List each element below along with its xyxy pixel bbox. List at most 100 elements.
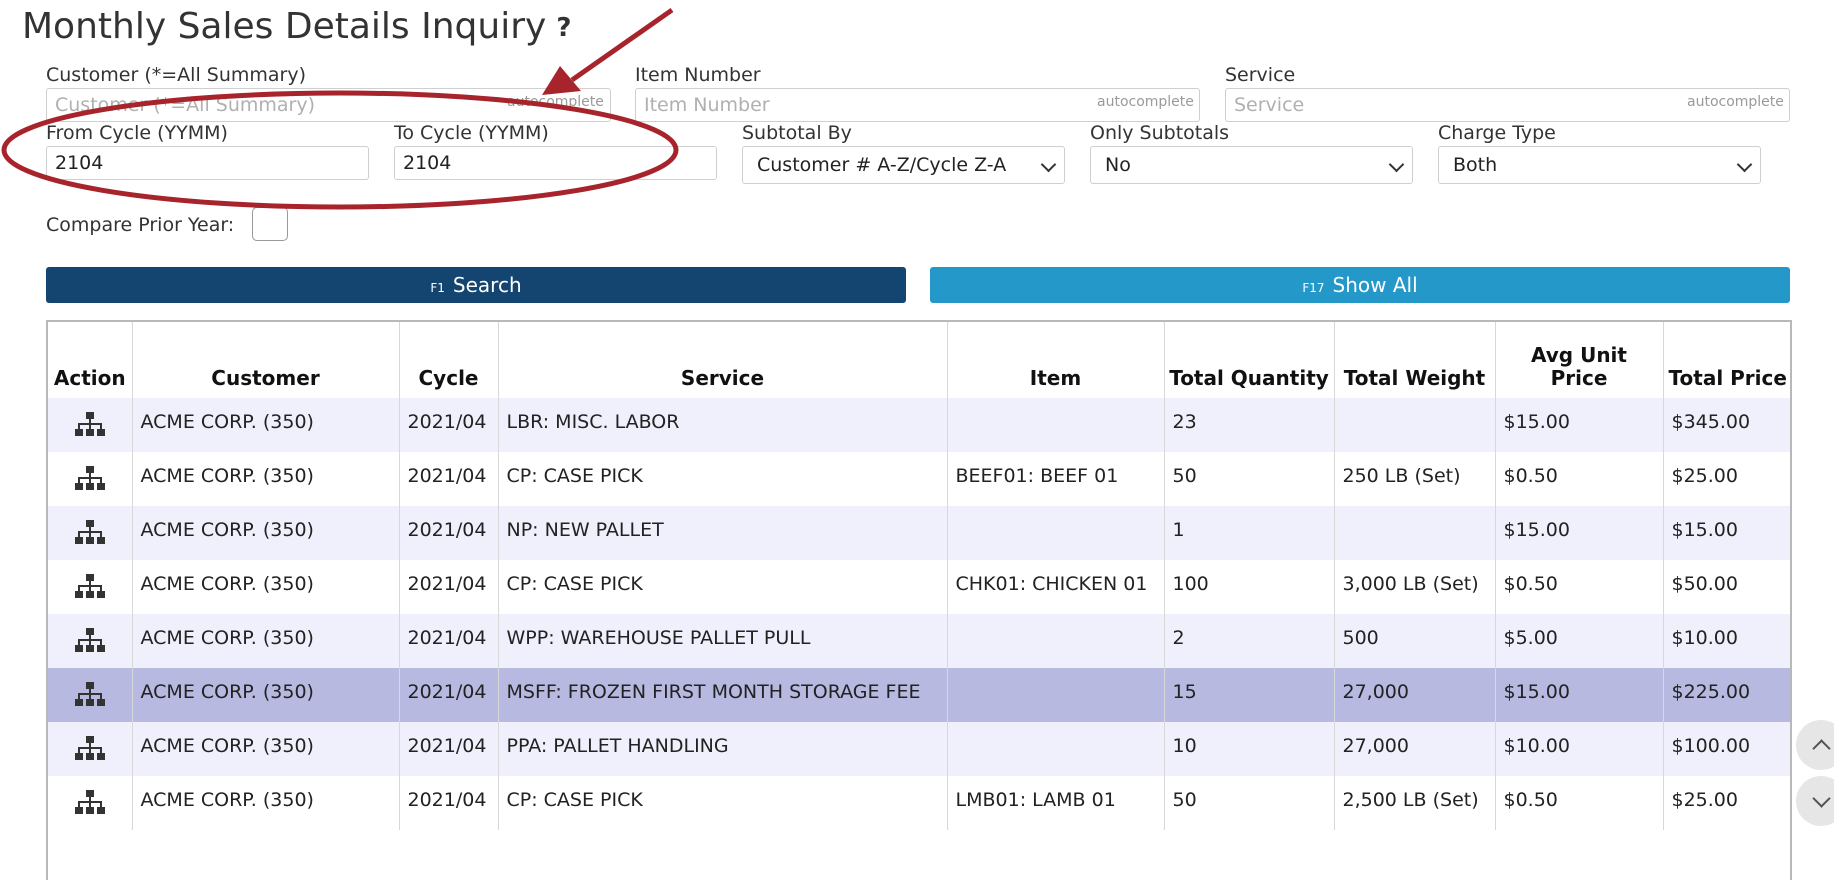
col-header-total-price[interactable]: Total Price bbox=[1662, 322, 1790, 398]
org-chart-icon[interactable] bbox=[74, 736, 105, 768]
cell-total-price: $50.00 bbox=[1662, 560, 1790, 614]
to-cycle-label: To Cycle (YYMM) bbox=[394, 122, 549, 144]
col-header-item[interactable]: Item bbox=[946, 322, 1164, 398]
org-chart-icon[interactable] bbox=[74, 412, 105, 444]
col-header-service[interactable]: Service bbox=[497, 322, 947, 398]
cell-avg-unit-price: $10.00 bbox=[1494, 722, 1663, 776]
cell-service: CP: CASE PICK bbox=[497, 560, 947, 614]
table-row[interactable]: ACME CORP. (350) 2021/04 CP: CASE PICK LMB0… bbox=[48, 776, 1790, 830]
customer-autocomplete-hint: autocomplete bbox=[507, 94, 604, 110]
cell-avg-unit-price: $15.00 bbox=[1494, 506, 1663, 560]
cell-action[interactable] bbox=[48, 452, 132, 506]
cell-service: PPA: PALLET HANDLING bbox=[497, 722, 947, 776]
cell-total-price: $345.00 bbox=[1662, 398, 1790, 452]
table-row[interactable]: ACME CORP. (350) 2021/04 CP: CASE PICK BEEF… bbox=[48, 452, 1790, 506]
cell-customer: ACME CORP. (350) bbox=[131, 506, 399, 560]
cell-total-quantity: 1 bbox=[1163, 506, 1334, 560]
service-input[interactable] bbox=[1225, 88, 1790, 122]
col-header-total-weight[interactable]: Total Weight bbox=[1333, 322, 1495, 398]
cell-service: NP: NEW PALLET bbox=[497, 506, 947, 560]
from-cycle-input[interactable] bbox=[46, 146, 369, 180]
cell-item bbox=[946, 506, 1164, 560]
cell-action[interactable] bbox=[48, 614, 132, 668]
show-all-button-label: Show All bbox=[1332, 273, 1418, 297]
org-chart-icon[interactable] bbox=[74, 682, 105, 714]
table-row[interactable]: ACME CORP. (350) 2021/04 PPA: PALLET HANDL… bbox=[48, 722, 1790, 776]
cell-action[interactable] bbox=[48, 506, 132, 560]
compare-prior-year-checkbox[interactable] bbox=[252, 207, 288, 241]
cell-total-quantity: 15 bbox=[1163, 668, 1334, 722]
chevron-down-icon bbox=[1812, 789, 1831, 808]
cell-customer: ACME CORP. (350) bbox=[131, 722, 399, 776]
chevron-up-icon bbox=[1812, 739, 1831, 758]
search-fkey: F1 bbox=[430, 281, 445, 295]
cell-cycle: 2021/04 bbox=[398, 560, 498, 614]
search-button[interactable]: F1 Search bbox=[46, 267, 906, 303]
cell-action[interactable] bbox=[48, 560, 132, 614]
cell-total-weight bbox=[1333, 506, 1495, 560]
cell-customer: ACME CORP. (350) bbox=[131, 614, 399, 668]
col-header-avg-unit-price[interactable]: Avg Unit Price bbox=[1494, 322, 1663, 398]
cell-avg-unit-price: $15.00 bbox=[1494, 668, 1663, 722]
cell-action[interactable] bbox=[48, 668, 132, 722]
cell-item bbox=[946, 614, 1164, 668]
org-chart-icon[interactable] bbox=[74, 628, 105, 660]
subtotal-by-select[interactable]: Customer # A-Z/Cycle Z-A bbox=[742, 146, 1065, 184]
org-chart-icon[interactable] bbox=[74, 520, 105, 552]
cell-total-weight: 500 bbox=[1333, 614, 1495, 668]
table-row[interactable]: ACME CORP. (350) 2021/04 WPP: WAREHOUSE PA… bbox=[48, 614, 1790, 668]
scroll-down-button[interactable] bbox=[1796, 776, 1834, 826]
cell-total-quantity: 23 bbox=[1163, 398, 1334, 452]
cell-service: WPP: WAREHOUSE PALLET PULL bbox=[497, 614, 947, 668]
cell-action[interactable] bbox=[48, 776, 132, 830]
cell-action[interactable] bbox=[48, 722, 132, 776]
subtotal-by-label: Subtotal By bbox=[742, 122, 852, 144]
cell-cycle: 2021/04 bbox=[398, 776, 498, 830]
charge-type-select[interactable]: Both bbox=[1438, 146, 1761, 184]
cell-total-quantity: 10 bbox=[1163, 722, 1334, 776]
cell-avg-unit-price: $0.50 bbox=[1494, 776, 1663, 830]
charge-type-label: Charge Type bbox=[1438, 122, 1556, 144]
show-all-button[interactable]: F17 Show All bbox=[930, 267, 1790, 303]
cell-cycle: 2021/04 bbox=[398, 506, 498, 560]
cell-customer: ACME CORP. (350) bbox=[131, 398, 399, 452]
table-row[interactable]: ACME CORP. (350) 2021/04 CP: CASE PICK CHK0… bbox=[48, 560, 1790, 614]
search-button-label: Search bbox=[452, 273, 522, 297]
chevron-down-icon bbox=[1736, 156, 1753, 173]
table-row[interactable]: ACME CORP. (350) 2021/04 NP: NEW PALLET 1 $1… bbox=[48, 506, 1790, 560]
cell-total-price: $10.00 bbox=[1662, 614, 1790, 668]
compare-prior-year-label: Compare Prior Year: bbox=[46, 214, 235, 236]
page-title-text: Monthly Sales Details Inquiry bbox=[22, 6, 547, 47]
help-icon[interactable]: ? bbox=[556, 13, 572, 43]
org-chart-icon[interactable] bbox=[74, 790, 105, 822]
cell-total-weight: 27,000 bbox=[1333, 668, 1495, 722]
col-header-cycle[interactable]: Cycle bbox=[398, 322, 498, 398]
only-subtotals-value: No bbox=[1105, 154, 1131, 176]
col-header-customer[interactable]: Customer bbox=[131, 322, 399, 398]
cell-service: LBR: MISC. LABOR bbox=[497, 398, 947, 452]
cell-cycle: 2021/04 bbox=[398, 668, 498, 722]
cell-cycle: 2021/04 bbox=[398, 452, 498, 506]
service-label: Service bbox=[1225, 64, 1296, 86]
org-chart-icon[interactable] bbox=[74, 574, 105, 606]
cell-customer: ACME CORP. (350) bbox=[131, 452, 399, 506]
col-header-total-quantity[interactable]: Total Quantity bbox=[1163, 322, 1334, 398]
only-subtotals-select[interactable]: No bbox=[1090, 146, 1413, 184]
cell-item bbox=[946, 398, 1164, 452]
org-chart-icon[interactable] bbox=[74, 466, 105, 498]
cell-avg-unit-price: $0.50 bbox=[1494, 560, 1663, 614]
cell-total-quantity: 50 bbox=[1163, 452, 1334, 506]
item-number-input[interactable] bbox=[635, 88, 1200, 122]
table-row[interactable]: ACME CORP. (350) 2021/04 LBR: MISC. LABOR 2… bbox=[48, 398, 1790, 452]
charge-type-value: Both bbox=[1453, 154, 1498, 176]
col-header-action[interactable]: Action bbox=[48, 322, 132, 398]
to-cycle-input[interactable] bbox=[394, 146, 717, 180]
scroll-up-button[interactable] bbox=[1796, 720, 1834, 770]
cell-action[interactable] bbox=[48, 398, 132, 452]
show-all-fkey: F17 bbox=[1302, 281, 1325, 295]
cell-total-weight: 2,500 LB (Set) bbox=[1333, 776, 1495, 830]
cell-total-price: $25.00 bbox=[1662, 776, 1790, 830]
table-row[interactable]: ACME CORP. (350) 2021/04 MSFF: FROZEN FIRS… bbox=[48, 668, 1790, 722]
cell-customer: ACME CORP. (350) bbox=[131, 668, 399, 722]
subtotal-by-value: Customer # A-Z/Cycle Z-A bbox=[757, 154, 1007, 176]
